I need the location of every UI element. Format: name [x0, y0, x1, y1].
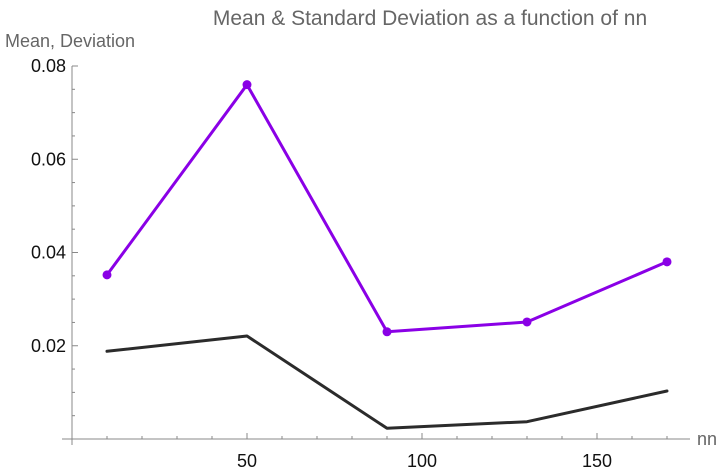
- series-1-point: [102, 270, 112, 280]
- series-2-line: [105, 334, 669, 430]
- y-tick-label: 0.04: [31, 243, 66, 263]
- x-axis-label: nn: [697, 429, 717, 449]
- series-1-point: [522, 317, 532, 327]
- series-layer: [102, 80, 672, 430]
- axis-ticks: 0.02 0.04 0.06 0.08 50 100 150: [31, 56, 668, 471]
- y-tick-label: 0.06: [31, 149, 66, 169]
- series-1-point: [242, 80, 252, 90]
- y-axis-label: Mean, Deviation: [5, 31, 135, 51]
- x-tick-label: 100: [407, 451, 437, 471]
- y-tick-label: 0.02: [31, 336, 66, 356]
- series-1-line: [105, 83, 669, 334]
- x-tick-label: 150: [582, 451, 612, 471]
- chart-title: Mean & Standard Deviation as a function …: [213, 7, 647, 30]
- series-1-point: [382, 327, 392, 337]
- series-1-point: [662, 257, 672, 267]
- y-tick-label: 0.08: [31, 56, 66, 76]
- x-tick-label: 50: [237, 451, 257, 471]
